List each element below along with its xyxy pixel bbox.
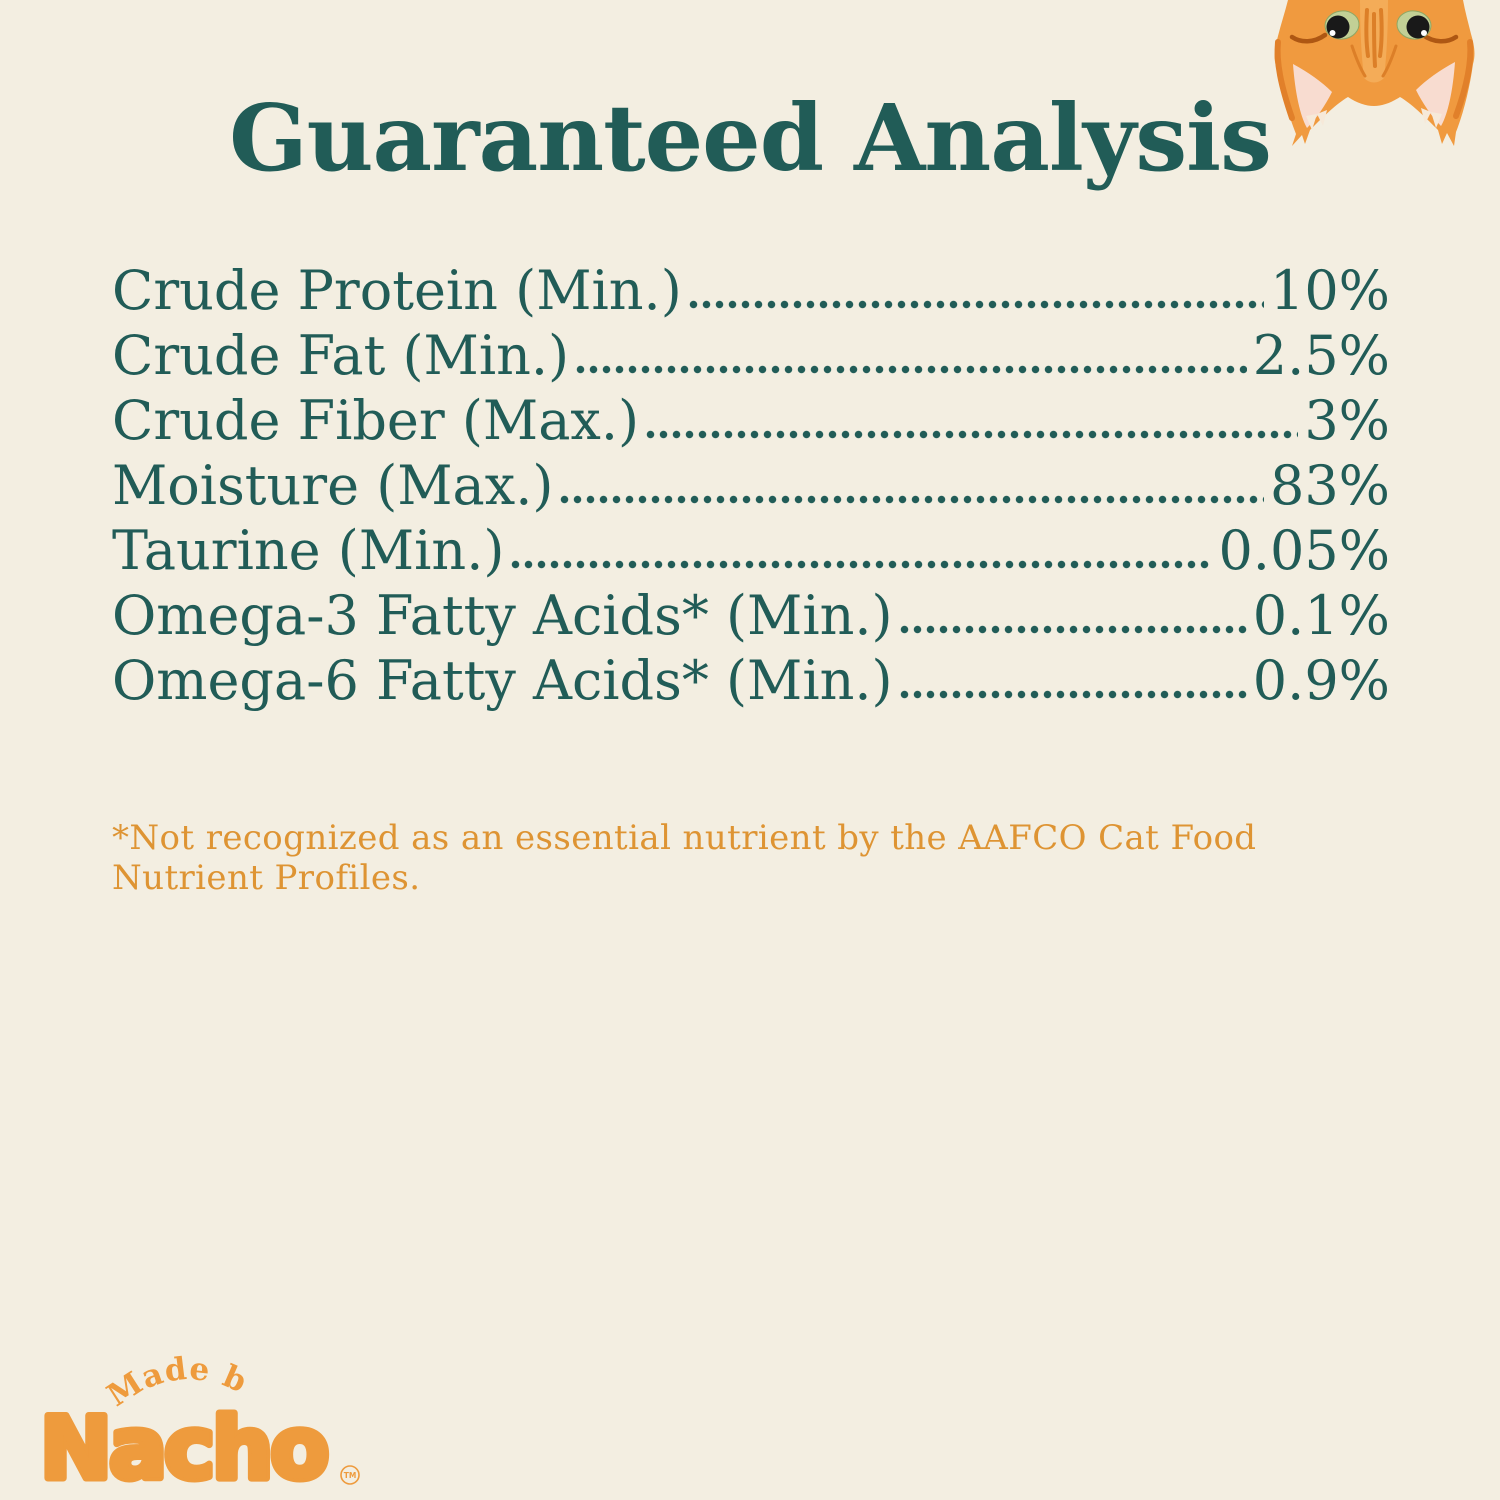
nutrient-row-crude-fat: Crude Fat (Min.) 2.5% xyxy=(112,323,1390,388)
nutrient-value: 0.1% xyxy=(1252,584,1390,647)
nutrient-label: Taurine (Min.) xyxy=(112,519,505,582)
dot-leader xyxy=(560,495,1264,504)
dot-leader xyxy=(646,430,1299,439)
nutrient-row-taurine: Taurine (Min.) 0.05% xyxy=(112,518,1390,583)
nutrient-value: 0.05% xyxy=(1218,519,1390,582)
nutrient-label: Moisture (Max.) xyxy=(112,454,554,517)
cat-inner-ear-left xyxy=(1293,64,1332,128)
cat-brow-left xyxy=(1289,32,1328,44)
page-title: Guaranteed Analysis xyxy=(229,84,1272,192)
nutrient-label: Omega-3 Fatty Acids* (Min.) xyxy=(112,584,893,647)
cat-fur-tuft-right xyxy=(1421,108,1442,128)
nutrient-value: 2.5% xyxy=(1252,324,1390,387)
cat-ear-shading-right xyxy=(1453,39,1474,119)
nutrient-label: Crude Fat (Min.) xyxy=(112,324,570,387)
nutrient-value: 3% xyxy=(1304,389,1390,452)
cat-ear-shading-left xyxy=(1274,39,1295,121)
cat-eye-right xyxy=(1396,10,1432,40)
cat-inner-ear-right xyxy=(1416,62,1455,126)
nutrient-label: Crude Fiber (Max.) xyxy=(112,389,640,452)
trademark-symbol: TM xyxy=(340,1465,360,1485)
guaranteed-analysis-list: Crude Protein (Min.) 10% Crude Fat (Min.… xyxy=(112,258,1390,713)
made-by-nacho-logo: Made by Nacho TM xyxy=(38,1348,360,1493)
trademark-text: TM xyxy=(344,1471,357,1480)
nutrient-label: Crude Protein (Min.) xyxy=(112,259,682,322)
cat-fur-tuft-left xyxy=(1306,110,1327,130)
brand-name-text: Nacho xyxy=(40,1399,326,1493)
cat-brow-right xyxy=(1420,32,1459,44)
nutrient-row-crude-protein: Crude Protein (Min.) 10% xyxy=(112,258,1390,323)
nutrient-row-crude-fiber: Crude Fiber (Max.) 3% xyxy=(112,388,1390,453)
nutrient-value: 10% xyxy=(1269,259,1390,322)
cat-eye-left xyxy=(1324,10,1360,40)
aafco-footnote: *Not recognized as an essential nutrient… xyxy=(112,818,1257,898)
dot-leader xyxy=(899,625,1247,634)
nutrient-value: 83% xyxy=(1269,454,1390,517)
dot-leader xyxy=(899,690,1247,699)
nutrient-row-moisture: Moisture (Max.) 83% xyxy=(112,453,1390,518)
dot-leader xyxy=(576,365,1247,374)
nutrient-value: 0.9% xyxy=(1252,649,1390,712)
nutrient-row-omega-3: Omega-3 Fatty Acids* (Min.) 0.1% xyxy=(112,583,1390,648)
dot-leader xyxy=(511,560,1213,569)
nutrient-label: Omega-6 Fatty Acids* (Min.) xyxy=(112,649,893,712)
cat-forehead-stripes xyxy=(1350,8,1398,78)
nutrient-row-omega-6: Omega-6 Fatty Acids* (Min.) 0.9% xyxy=(112,648,1390,713)
cat-peeking-icon xyxy=(1274,0,1475,146)
dot-leader xyxy=(688,300,1264,309)
